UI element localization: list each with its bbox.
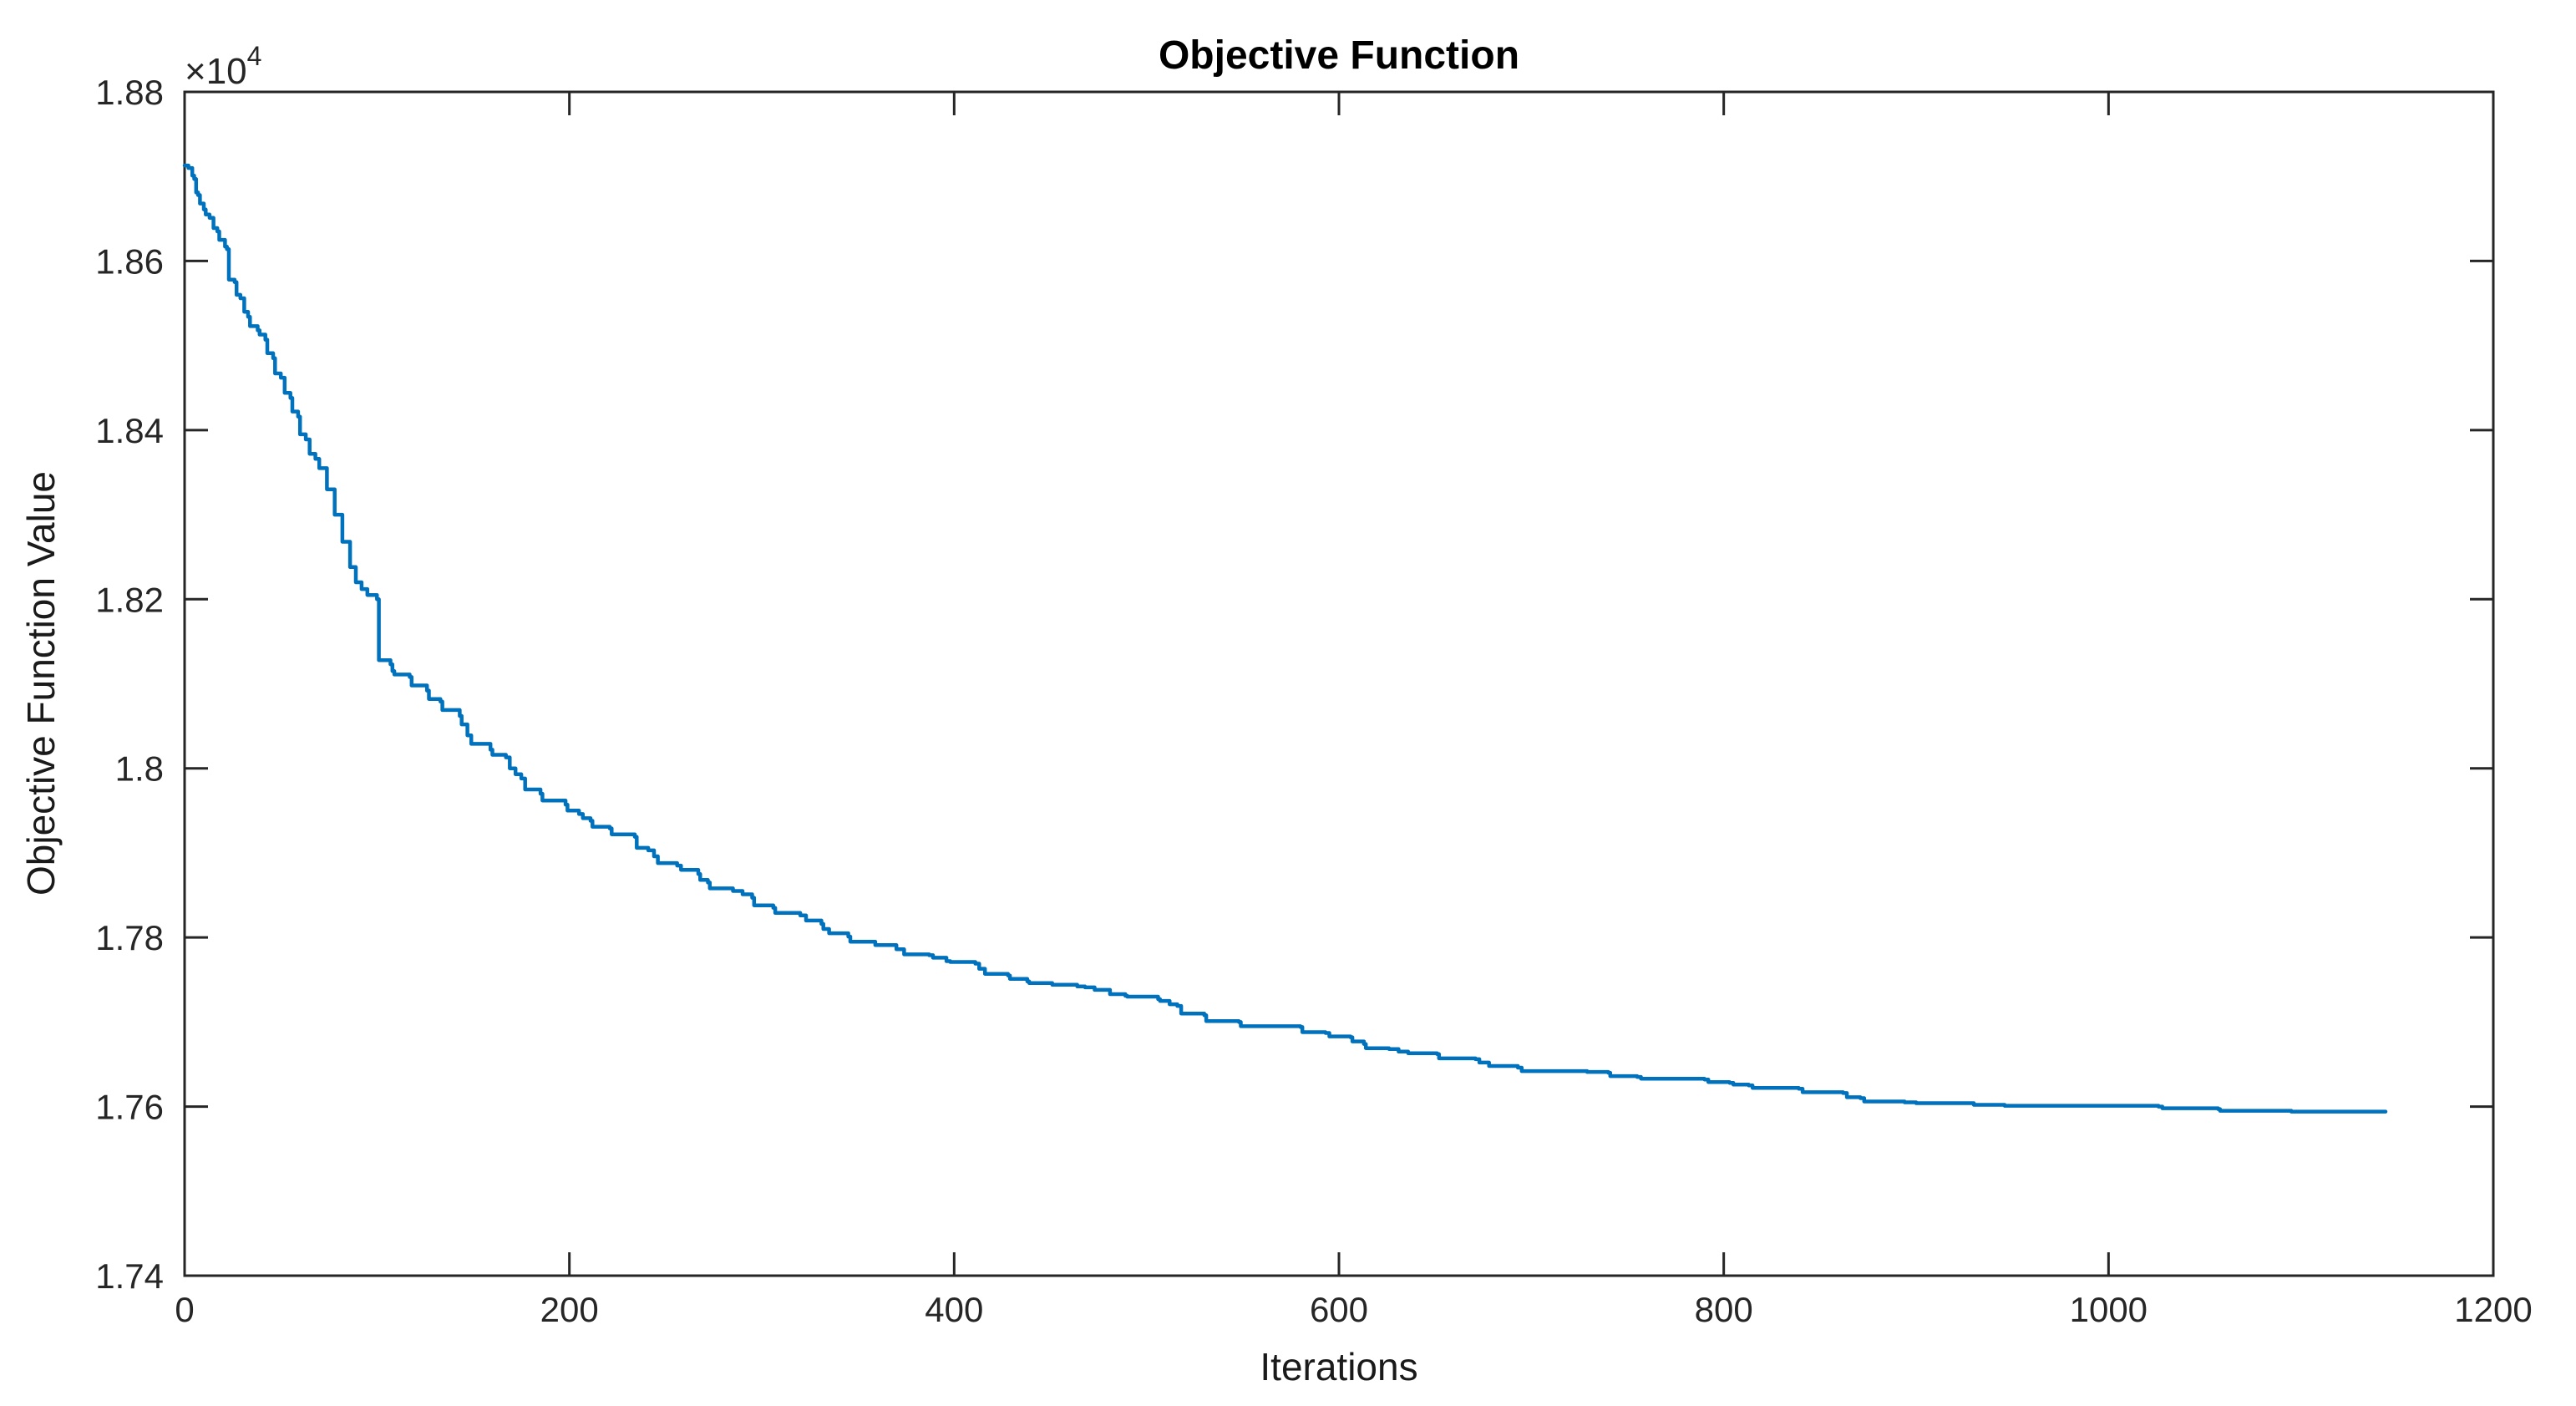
y-axis-exponent-base: ×10 [185, 51, 247, 92]
y-tick-label: 1.82 [95, 580, 164, 619]
y-tick-label: 1.74 [95, 1256, 164, 1296]
plot-area: 0 200 400 600 800 1000 1200 1.74 1.76 1.78 1.8 1.82… [95, 73, 2532, 1329]
chart-title: Objective Function [1159, 33, 1519, 78]
y-axis-exponent: ×104 [185, 41, 261, 92]
y-tick-label: 1.86 [95, 241, 164, 281]
x-axis-label: Iterations [1260, 1345, 1417, 1388]
y-axis-label: Objective Function Value [19, 471, 63, 896]
objective-function-line [182, 163, 2388, 1114]
x-tick-label: 600 [1310, 1290, 1368, 1329]
y-tick-label: 1.88 [95, 73, 164, 112]
x-tick-label: 0 [175, 1290, 194, 1329]
x-tick-label: 400 [925, 1290, 983, 1329]
x-tick-label: 1000 [2070, 1290, 2148, 1329]
y-tick-label: 1.84 [95, 411, 164, 450]
axes-box [183, 90, 2495, 1277]
y-tick-label: 1.76 [95, 1088, 164, 1127]
x-tick-label: 200 [540, 1290, 599, 1329]
y-axis-exponent-power: 4 [247, 41, 262, 71]
x-tick-label: 1200 [2454, 1290, 2532, 1329]
x-tick-label: 800 [1695, 1290, 1753, 1329]
y-tick-label: 1.8 [115, 749, 164, 789]
y-tick-label: 1.78 [95, 918, 164, 957]
